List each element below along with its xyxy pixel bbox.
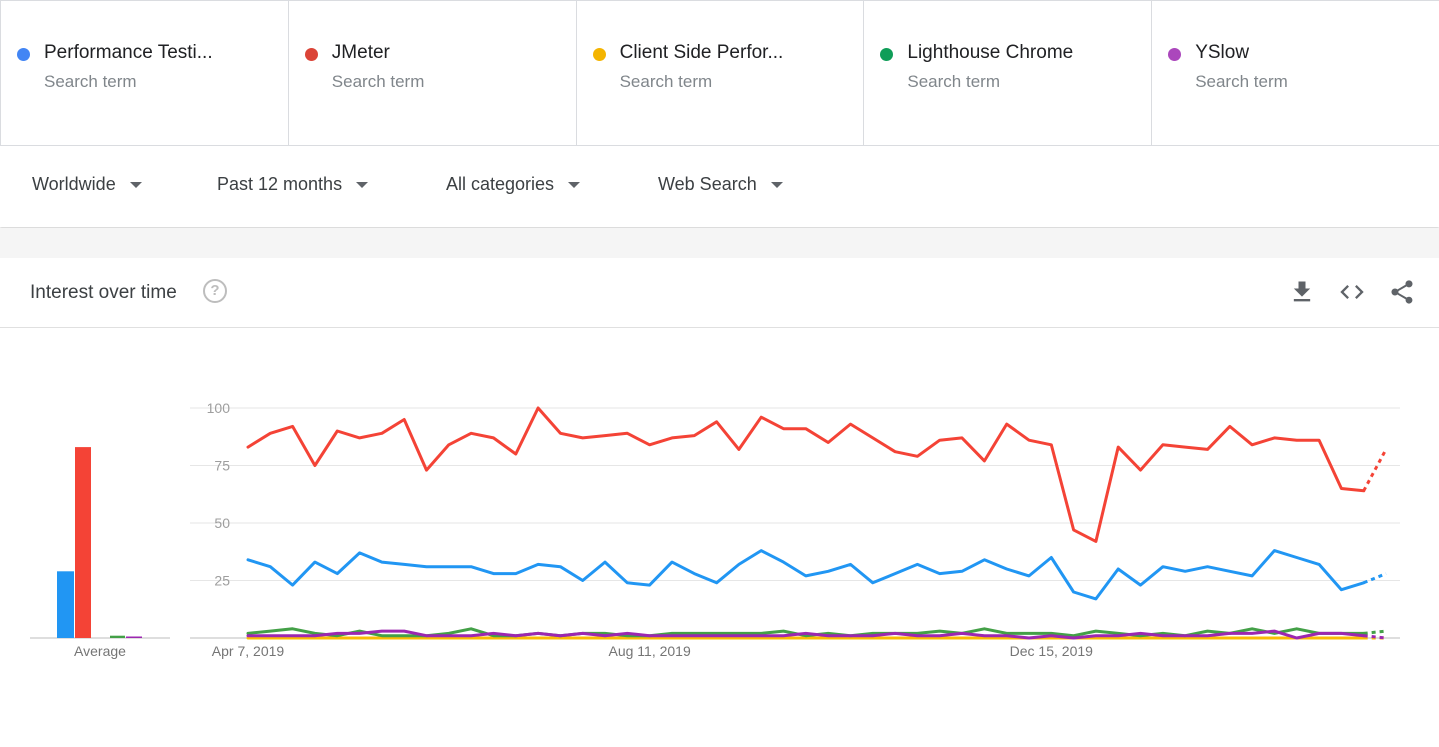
- term-color-dot: [304, 48, 318, 61]
- term-type: Search term: [44, 72, 137, 91]
- term-name: Lighthouse Chrome: [907, 42, 1074, 63]
- term-name: Client Side Perfor...: [619, 42, 784, 63]
- series-partial-segment: [1362, 448, 1388, 492]
- caret-down-icon: [770, 181, 783, 188]
- average-bars: [30, 447, 170, 639]
- term-card-jmeter[interactable]: JMeter Search term: [287, 1, 576, 145]
- caret-down-icon: [568, 181, 581, 188]
- y-tick-label: 25: [214, 573, 230, 589]
- share-icon[interactable]: [1388, 278, 1416, 306]
- average-bar: [75, 447, 91, 638]
- caret-down-icon: [129, 181, 142, 188]
- term-name: Performance Testi...: [44, 42, 213, 63]
- series-line: [246, 406, 1366, 543]
- chart-series-lines: [246, 406, 1388, 640]
- y-tick-label: 75: [214, 458, 230, 474]
- term-color-dot: [592, 48, 606, 61]
- term-card-client-side-performance[interactable]: Client Side Perfor... Search term: [575, 1, 864, 145]
- term-type: Search term: [907, 72, 1000, 91]
- average-bar: [110, 635, 125, 638]
- series-line: [246, 549, 1366, 601]
- series-partial-segment: [1363, 634, 1387, 640]
- filters-bar: Worldwide Past 12 months All categories …: [0, 146, 1439, 227]
- term-name: YSlow: [1195, 42, 1250, 63]
- category-dropdown[interactable]: All categories: [446, 174, 581, 195]
- card-title: Interest over time: [30, 282, 177, 303]
- series-partial-segment: [1363, 572, 1387, 585]
- term-type: Search term: [331, 72, 425, 91]
- x-tick-label: Apr 7, 2019: [212, 643, 285, 659]
- chart-axis-labels: 25 50 75 100 Apr 7, 2019 Aug 11, 2019 Dec 15, …: [74, 400, 1093, 659]
- time-range-dropdown[interactable]: Past 12 months: [217, 174, 369, 195]
- x-tick-label: Dec 15, 2019: [1010, 643, 1093, 659]
- term-card-lighthouse-chrome[interactable]: Lighthouse Chrome Search term: [863, 1, 1151, 145]
- term-card-performance-testing[interactable]: Performance Testi... Search term: [0, 1, 288, 145]
- average-bar: [126, 636, 142, 638]
- term-color-dot: [880, 48, 894, 61]
- term-color-dot: [1168, 48, 1182, 61]
- term-name: JMeter: [331, 42, 390, 63]
- series-partial-segment: [1363, 629, 1387, 635]
- y-tick-label: 100: [207, 400, 231, 416]
- chart-gridlines: [190, 407, 1400, 639]
- interest-over-time-chart: 25 50 75 100 Apr 7, 2019 Aug 11, 2019 Dec 15, …: [30, 400, 1400, 659]
- section-separator: [0, 228, 1439, 258]
- term-type: Search term: [1195, 72, 1288, 91]
- y-tick-label: 50: [214, 515, 230, 531]
- interest-over-time-header: Interest over time ?: [0, 258, 1439, 328]
- download-icon[interactable]: [1288, 278, 1316, 306]
- caret-down-icon: [356, 181, 369, 188]
- search-type-label: Web Search: [658, 174, 757, 194]
- term-card-yslow[interactable]: YSlow Search term: [1151, 1, 1439, 145]
- region-dropdown[interactable]: Worldwide: [32, 174, 142, 195]
- search-type-dropdown[interactable]: Web Search: [658, 174, 783, 195]
- x-tick-label: Aug 11, 2019: [609, 643, 691, 659]
- time-range-label: Past 12 months: [217, 174, 343, 194]
- help-icon[interactable]: ?: [203, 279, 227, 303]
- term-color-dot: [17, 48, 30, 61]
- region-label: Worldwide: [32, 174, 116, 194]
- average-bar: [57, 571, 74, 638]
- search-terms-bar: Performance Testi... Search term JMeter …: [0, 0, 1439, 146]
- series-line: [246, 629, 1366, 640]
- average-label: Average: [74, 643, 126, 659]
- embed-code-icon[interactable]: [1338, 278, 1366, 306]
- term-type: Search term: [619, 72, 713, 91]
- category-label: All categories: [446, 174, 555, 194]
